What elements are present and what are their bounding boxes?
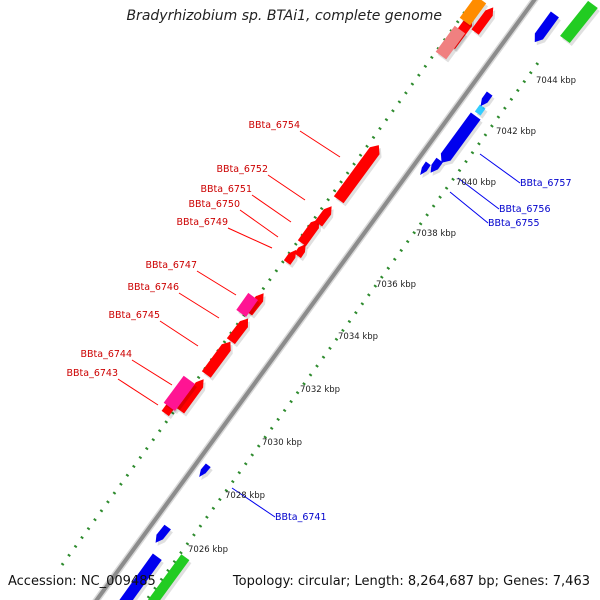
gene-label-bbta_6746: BBta_6746 xyxy=(127,282,179,293)
gene-block-6744 xyxy=(201,341,231,378)
kbp-ticks: 7026 kbp 7028 kbp 7030 kbp 7032 kbp 7034 kbp… xyxy=(188,76,576,555)
feature-blocks xyxy=(119,0,600,600)
leader-line xyxy=(239,209,279,238)
leader-line xyxy=(131,359,173,386)
gene-block-top-blue2 xyxy=(534,11,559,43)
kbp-tick-label: 7044 kbp xyxy=(536,76,576,86)
leader-line xyxy=(479,153,521,184)
gene-label-bbta_6751: BBta_6751 xyxy=(200,184,252,195)
leader-line xyxy=(299,130,341,158)
gene-block-6757 xyxy=(440,112,481,163)
green-feature-bottom xyxy=(147,554,190,600)
kbp-tick-label: 7028 kbp xyxy=(225,491,265,501)
gene-block-6749 xyxy=(283,249,297,265)
kbp-tick-label: 7034 kbp xyxy=(338,332,378,342)
backbone xyxy=(94,0,537,600)
kbp-tick-label: 7032 kbp xyxy=(300,385,340,395)
gene-block-6754 xyxy=(333,145,380,204)
gene-label-bbta_6747: BBta_6747 xyxy=(145,260,197,271)
gene-label-bbta_6749: BBta_6749 xyxy=(176,217,228,228)
accession-text: Accession: NC_009485 xyxy=(8,574,156,589)
gene-label-bbta_6757: BBta_6757 xyxy=(520,178,572,189)
gene-block-6751 xyxy=(297,219,320,247)
leader-line xyxy=(196,270,237,296)
leader-line xyxy=(457,177,500,210)
genome-title: Bradyrhizobium sp. BTAi1, complete genom… xyxy=(126,8,442,24)
gene-block-6755 xyxy=(420,161,431,175)
kbp-tick-label: 7042 kbp xyxy=(496,127,536,137)
gene-block-6741 xyxy=(199,463,211,477)
gene-block-6745 xyxy=(226,318,249,345)
gene-label-bbta_6741: BBta_6741 xyxy=(275,512,327,523)
label-leader-lines xyxy=(117,130,521,518)
leader-line xyxy=(267,174,306,201)
gene-label-bbta_6754: BBta_6754 xyxy=(248,120,300,131)
right-dotted-track xyxy=(146,59,542,599)
gene-labels: BBta_6754 BBta_6752 BBta_6751 BBta_6750 BBta… xyxy=(66,120,571,523)
gene-block-6750 xyxy=(294,244,306,259)
gene-label-bbta_6745: BBta_6745 xyxy=(108,310,160,321)
gene-block-6752 xyxy=(314,206,332,227)
gene-label-bbta_6752: BBta_6752 xyxy=(216,164,268,175)
gene-label-bbta_6755: BBta_6755 xyxy=(488,218,540,229)
leader-line xyxy=(227,227,273,249)
green-feature-top xyxy=(560,0,598,43)
gene-block-top-blue xyxy=(480,91,493,107)
orange-feature xyxy=(459,0,487,26)
salmon-feature xyxy=(435,25,466,60)
kbp-tick-label: 7038 kbp xyxy=(416,229,456,239)
leader-line xyxy=(231,487,276,518)
gene-label-bbta_6743: BBta_6743 xyxy=(66,368,118,379)
gene-label-bbta_6756: BBta_6756 xyxy=(499,204,551,215)
gene-block-bottom-blue1 xyxy=(155,524,171,543)
leader-line xyxy=(159,320,199,347)
topology-text: Topology: circular; Length: 8,264,687 bp… xyxy=(232,574,590,589)
leader-line xyxy=(449,191,489,224)
kbp-tick-label: 7036 kbp xyxy=(376,280,416,290)
leader-line xyxy=(117,378,159,406)
leader-line xyxy=(178,292,220,319)
pink-feature-b xyxy=(236,292,258,317)
gene-label-bbta_6744: BBta_6744 xyxy=(80,349,132,360)
kbp-tick-label: 7030 kbp xyxy=(262,438,302,448)
gene-block-bottom-blue2 xyxy=(119,553,162,600)
kbp-tick-label: 7040 kbp xyxy=(456,178,496,188)
gene-block-6756 xyxy=(430,157,443,173)
leader-line xyxy=(251,194,292,223)
cyan-feature xyxy=(474,104,486,116)
pink-feature-a xyxy=(163,375,195,411)
gene-block-6743b xyxy=(176,379,204,414)
gene-block-top2 xyxy=(471,7,494,35)
kbp-tick-label: 7026 kbp xyxy=(188,545,228,555)
gene-label-bbta_6750: BBta_6750 xyxy=(188,199,240,210)
